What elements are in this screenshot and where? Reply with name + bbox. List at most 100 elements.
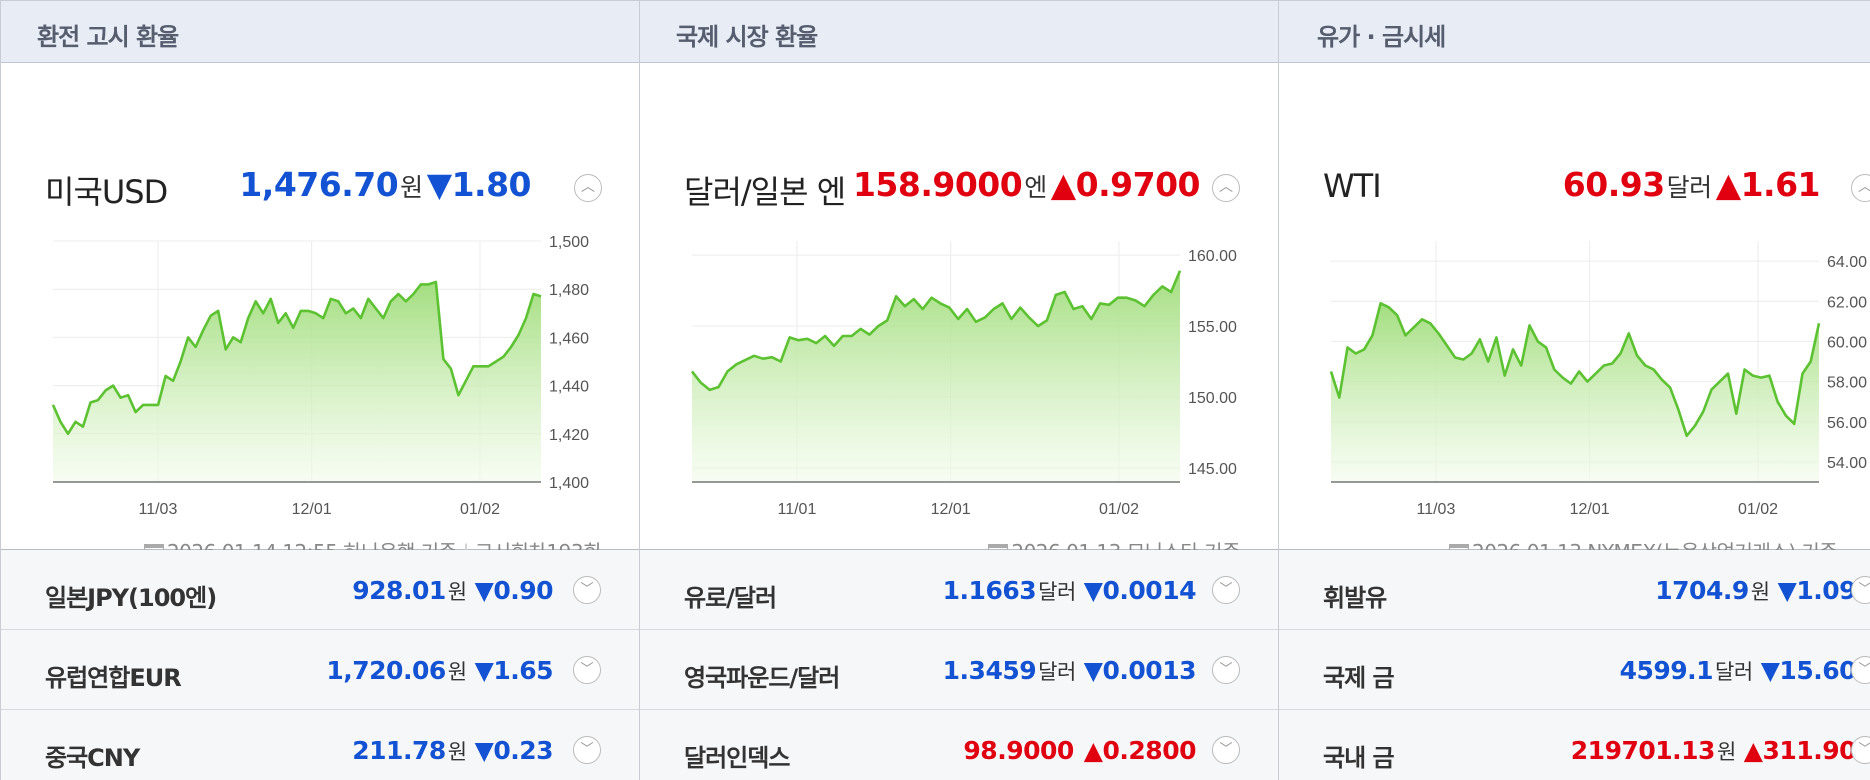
down-arrow-icon: ▼ bbox=[1777, 576, 1797, 605]
x-tick-label: 12/01 bbox=[292, 501, 332, 518]
rate-row[interactable]: 국내 금 219701.13원 ▲311.90﹀ bbox=[1279, 710, 1870, 780]
x-tick-label: 12/01 bbox=[931, 501, 971, 518]
rate-value: 211.78 bbox=[352, 736, 446, 765]
rate-row[interactable]: 유럽연합EUR 1,720.06원 ▼1.65 ﹀ bbox=[1, 630, 639, 710]
rate-row[interactable]: 중국CNY 211.78원 ▼0.23 ﹀ bbox=[1, 710, 639, 780]
rate-unit: 원 bbox=[447, 740, 467, 764]
quote-change: 1.61 bbox=[1740, 165, 1821, 204]
rate-value-group: 1,720.06원 ▼1.65 bbox=[326, 656, 553, 686]
rate-row[interactable]: 유로/달러 1.1663달러 ▼0.0014 ﹀ bbox=[640, 550, 1278, 630]
chevron-down-icon[interactable]: ﹀ bbox=[1851, 656, 1870, 684]
rate-name[interactable]: 달러인덱스 bbox=[684, 744, 790, 772]
up-arrow-icon: ▲ bbox=[1083, 736, 1103, 765]
rate-name[interactable]: 중국CNY bbox=[45, 744, 140, 772]
main-quote-name[interactable]: WTI bbox=[1323, 167, 1382, 205]
y-tick-label: 1,500 bbox=[549, 234, 589, 251]
chevron-down-icon[interactable]: ﹀ bbox=[1851, 576, 1870, 604]
rate-value-group: 1.3459달러 ▼0.0013 bbox=[943, 656, 1197, 686]
quote-unit: 달러 bbox=[1666, 173, 1713, 202]
x-tick-label: 01/02 bbox=[1099, 501, 1139, 518]
rate-value-group: 928.01원 ▼0.90 bbox=[352, 576, 553, 606]
rate-name[interactable]: 휘발유 bbox=[1323, 584, 1387, 612]
main-quote-name[interactable]: 미국USD bbox=[45, 173, 168, 211]
y-tick-label: 56.00 bbox=[1827, 415, 1867, 432]
y-tick-label: 1,480 bbox=[549, 282, 589, 299]
quote-value: 1,476.70 bbox=[239, 165, 399, 204]
rate-value: 4599.1 bbox=[1619, 656, 1714, 685]
down-arrow-icon: ▼ bbox=[1083, 656, 1103, 685]
rate-value-group: 1.1663달러 ▼0.0014 bbox=[943, 576, 1197, 606]
rate-name[interactable]: 국내 금 bbox=[1323, 744, 1395, 772]
down-arrow-icon: ▼ bbox=[426, 165, 452, 204]
rate-name[interactable]: 유로/달러 bbox=[684, 584, 777, 612]
section-header[interactable]: 환전 고시 환율 bbox=[1, 0, 639, 63]
rate-value-group: 4599.1달러 ▼15.60 bbox=[1619, 656, 1857, 686]
chart: 160.00 155.00 150.00 145.00 11/01 12/01 01/02 bbox=[690, 241, 1237, 518]
down-arrow-icon: ▼ bbox=[1760, 656, 1780, 685]
rate-name[interactable]: 영국파운드/달러 bbox=[684, 664, 840, 692]
rate-value: 98.9000 bbox=[963, 736, 1074, 765]
section-header[interactable]: 유가 · 금시세 bbox=[1279, 0, 1870, 63]
rate-unit: 원 bbox=[447, 660, 467, 684]
quote-value: 158.9000 bbox=[852, 165, 1023, 204]
rate-row[interactable]: 일본JPY(100엔) 928.01원 ▼0.90 ﹀ bbox=[1, 550, 639, 630]
rate-unit: 달러 bbox=[1715, 660, 1753, 684]
down-arrow-icon: ▼ bbox=[474, 736, 494, 765]
chevron-up-icon[interactable]: ︿ bbox=[1212, 174, 1240, 202]
rate-unit: 달러 bbox=[1038, 660, 1076, 684]
rate-row[interactable]: 달러인덱스 98.9000 ▲0.2800 ﹀ bbox=[640, 710, 1278, 780]
main-quote-value: 1,476.70원 ▼1.80 bbox=[239, 165, 531, 204]
rate-value-group: 219701.13원 ▲311.90 bbox=[1571, 736, 1857, 766]
rate-name[interactable]: 국제 금 bbox=[1323, 664, 1395, 692]
series-line bbox=[690, 270, 1182, 392]
rate-row[interactable]: 휘발유 1704.9원 ▼1.09﹀ bbox=[1279, 550, 1870, 630]
chevron-down-icon[interactable]: ﹀ bbox=[1212, 656, 1240, 684]
rate-change: 0.0014 bbox=[1102, 576, 1197, 605]
rate-value: 1,720.06 bbox=[326, 656, 446, 685]
y-tick-label: 62.00 bbox=[1827, 294, 1867, 311]
rate-unit: 원 bbox=[1750, 580, 1770, 604]
quote-unit: 엔 bbox=[1024, 173, 1047, 202]
rate-change: 0.2800 bbox=[1102, 736, 1197, 765]
quote-change: 0.9700 bbox=[1075, 165, 1201, 204]
rate-change: 1.65 bbox=[493, 656, 553, 685]
rate-value-group: 211.78원 ▼0.23 bbox=[352, 736, 553, 766]
main-quote-value: 60.93달러 ▲1.61 bbox=[1563, 165, 1821, 204]
x-tick-label: 11/01 bbox=[777, 501, 816, 518]
chevron-up-icon[interactable]: ︿ bbox=[1851, 174, 1870, 202]
rate-list: 일본JPY(100엔) 928.01원 ▼0.90 ﹀ 유럽연합EUR 1,720.06원… bbox=[1, 550, 639, 780]
main-quote-value: 158.9000엔 ▲0.9700 bbox=[852, 165, 1201, 204]
column-oil-gold: 유가 · 금시세 WTI 60.93달러▲1.61 ︿ 64.0062.0060… bbox=[1279, 0, 1870, 780]
rate-value: 928.01 bbox=[352, 576, 446, 605]
rate-change: 15.60 bbox=[1779, 656, 1856, 685]
area-fill bbox=[692, 270, 1180, 482]
rate-change: 311.90 bbox=[1762, 736, 1857, 765]
rate-row[interactable]: 영국파운드/달러 1.3459달러 ▼0.0013 ﹀ bbox=[640, 630, 1278, 710]
chevron-down-icon[interactable]: ﹀ bbox=[573, 736, 601, 764]
main-quote-name[interactable]: 달러/일본 엔 bbox=[684, 173, 846, 211]
chart: 1,500 1,480 1,460 1,440 1,420 1,400 11/03 12/01… bbox=[51, 234, 589, 518]
down-arrow-icon: ▼ bbox=[474, 576, 494, 605]
up-arrow-icon: ▲ bbox=[1743, 736, 1763, 765]
section-header[interactable]: 국제 시장 환율 bbox=[640, 0, 1278, 63]
rate-value-group: 98.9000 ▲0.2800 bbox=[963, 736, 1196, 765]
chevron-down-icon[interactable]: ﹀ bbox=[573, 576, 601, 604]
quote-change: 1.80 bbox=[451, 165, 532, 204]
main-quote-panel: WTI 60.93달러▲1.61 ︿ 64.00 62.00 60.00 58.00 5… bbox=[1279, 63, 1870, 564]
chevron-up-icon[interactable]: ︿ bbox=[574, 174, 602, 202]
down-arrow-icon: ▼ bbox=[474, 656, 494, 685]
rate-name[interactable]: 일본JPY(100엔) bbox=[45, 584, 217, 612]
chevron-down-icon[interactable]: ﹀ bbox=[1851, 736, 1870, 764]
y-tick-label: 60.00 bbox=[1827, 334, 1867, 351]
rate-row[interactable]: 국제 금 4599.1달러 ▼15.60﹀ bbox=[1279, 630, 1870, 710]
chevron-down-icon[interactable]: ﹀ bbox=[1212, 736, 1240, 764]
chevron-down-icon[interactable]: ﹀ bbox=[1212, 576, 1240, 604]
y-tick-label: 1,400 bbox=[549, 475, 589, 492]
rate-name[interactable]: 유럽연합EUR bbox=[45, 664, 182, 692]
y-tick-label: 1,440 bbox=[549, 379, 589, 396]
main-quote-panel: 미국USD 1,476.70원 ▼1.80 ︿ 1,500 1,480 1,460 1,… bbox=[1, 63, 639, 564]
chevron-down-icon[interactable]: ﹀ bbox=[573, 656, 601, 684]
rate-change: 0.23 bbox=[493, 736, 553, 765]
